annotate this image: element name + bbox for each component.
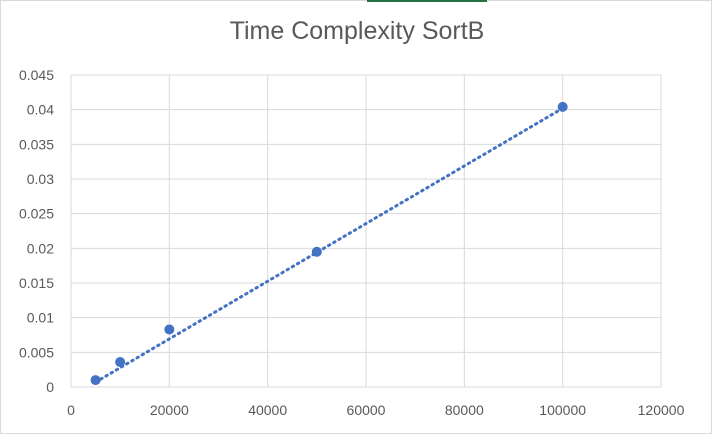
trendline — [94, 106, 565, 384]
y-tick-label: 0.04 — [27, 102, 54, 118]
x-tick-label: 80000 — [445, 402, 484, 418]
y-tick-label: 0.025 — [19, 206, 54, 222]
selection-accent-bar — [367, 0, 487, 2]
x-tick-label: 60000 — [347, 402, 386, 418]
y-tick-label: 0.005 — [19, 344, 54, 360]
x-tick-label: 40000 — [248, 402, 287, 418]
y-tick-label: 0.02 — [27, 240, 54, 256]
chart-title: Time Complexity SortB — [229, 17, 485, 45]
y-tick-label: 0.045 — [19, 67, 54, 83]
x-tick-label: 100000 — [539, 402, 586, 418]
data-point — [557, 101, 568, 112]
y-tick-label: 0 — [46, 379, 54, 395]
y-tick-label: 0.035 — [19, 136, 54, 152]
y-tick-label: 0.015 — [19, 275, 54, 291]
y-tick-label: 0.01 — [27, 310, 54, 326]
y-tick-label: 0.03 — [27, 171, 54, 187]
x-tick-label: 20000 — [150, 402, 189, 418]
data-point — [311, 246, 322, 257]
x-tick-label: 0 — [67, 402, 75, 418]
data-point — [115, 357, 126, 368]
x-tick-label: 120000 — [638, 402, 685, 418]
data-point — [164, 324, 175, 335]
data-point — [90, 375, 101, 386]
